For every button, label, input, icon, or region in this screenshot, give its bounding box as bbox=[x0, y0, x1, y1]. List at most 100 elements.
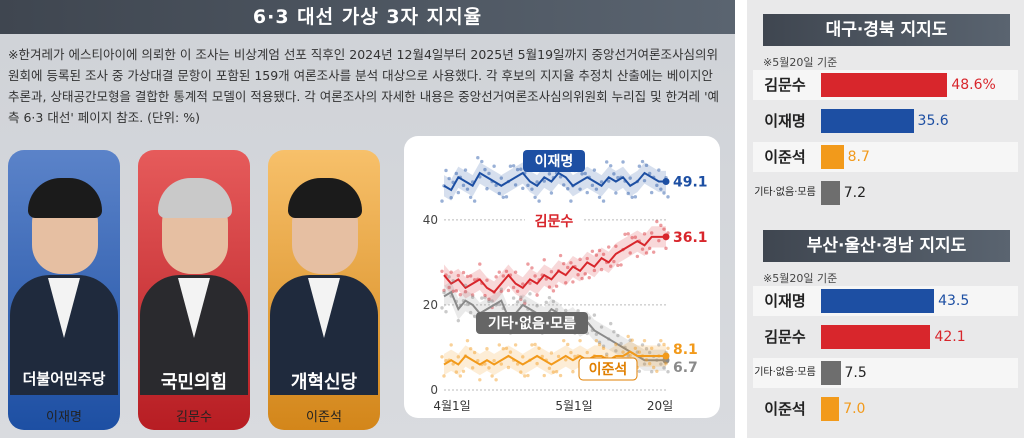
region-bar-label: 이준석 bbox=[764, 400, 806, 418]
poll-point bbox=[619, 263, 623, 267]
poll-point bbox=[628, 176, 632, 180]
series-label-box bbox=[476, 312, 588, 334]
region-bar-label: 김문수 bbox=[764, 76, 806, 94]
candidate-card-kim-moonsoo: 국민의힘 김문수 bbox=[138, 150, 250, 430]
series-end-value: 6.7 bbox=[673, 360, 698, 376]
poll-point bbox=[535, 304, 539, 308]
poll-point bbox=[583, 272, 587, 276]
poll-point bbox=[470, 295, 475, 299]
poll-point bbox=[504, 269, 509, 273]
poll-point bbox=[465, 302, 470, 307]
series-end-value: 49.1 bbox=[673, 175, 708, 191]
poll-point bbox=[542, 258, 546, 262]
region-bar-row: 김문수 48.6% bbox=[753, 70, 1018, 100]
poll-point bbox=[533, 274, 537, 278]
poll-point bbox=[642, 178, 647, 183]
poll-point bbox=[612, 330, 616, 334]
candidate-name: 이준석 bbox=[306, 410, 342, 425]
poll-point bbox=[483, 295, 487, 300]
poll-point bbox=[490, 299, 494, 303]
poll-point bbox=[640, 343, 645, 347]
poll-point bbox=[597, 195, 602, 199]
poll-point bbox=[447, 285, 451, 290]
poll-point bbox=[592, 313, 597, 317]
poll-point bbox=[521, 282, 525, 286]
poll-point bbox=[585, 256, 589, 261]
poll-point bbox=[630, 195, 634, 199]
poll-point bbox=[657, 343, 661, 347]
poll-point bbox=[619, 341, 623, 346]
region-title-busan: 부산·울산·경남 지지도 bbox=[763, 230, 1010, 262]
poll-point bbox=[630, 235, 634, 240]
poll-point bbox=[492, 164, 496, 168]
poll-point bbox=[655, 183, 659, 188]
poll-point bbox=[515, 300, 520, 304]
poll-point bbox=[601, 252, 606, 256]
series-band bbox=[444, 162, 666, 201]
page-title: 6·3 대선 가상 3자 지지율 bbox=[0, 0, 735, 34]
region-bar-label: 이재명 bbox=[764, 112, 806, 130]
poll-point bbox=[642, 232, 647, 236]
poll-point bbox=[528, 281, 532, 285]
poll-point bbox=[535, 293, 539, 297]
poll-point bbox=[616, 333, 620, 338]
poll-point bbox=[573, 354, 577, 359]
poll-point bbox=[609, 164, 613, 168]
poll-point bbox=[562, 261, 566, 266]
poll-point bbox=[621, 350, 625, 354]
poll-point bbox=[609, 321, 613, 326]
poll-point bbox=[562, 183, 566, 187]
poll-point bbox=[499, 289, 503, 293]
poll-point bbox=[499, 176, 503, 180]
poll-point bbox=[519, 167, 523, 171]
poll-point bbox=[508, 350, 513, 354]
poll-point bbox=[633, 235, 638, 239]
region-bar-value: 42.1 bbox=[934, 329, 966, 345]
poll-point bbox=[533, 195, 537, 199]
poll-point bbox=[506, 288, 511, 293]
series-label-box bbox=[523, 150, 585, 172]
poll-point bbox=[576, 273, 580, 277]
poll-point bbox=[456, 190, 461, 195]
poll-point bbox=[599, 325, 604, 329]
poll-point bbox=[526, 373, 530, 378]
poll-point bbox=[594, 187, 599, 191]
poll-point bbox=[664, 361, 668, 366]
poll-point bbox=[472, 350, 477, 355]
poll-point bbox=[465, 274, 470, 279]
poll-point bbox=[444, 358, 448, 363]
poll-point bbox=[542, 179, 546, 183]
poll-point bbox=[637, 369, 642, 373]
x-tick-label: 20일 bbox=[647, 399, 673, 413]
poll-point bbox=[483, 167, 487, 172]
series-end-value: 36.1 bbox=[673, 230, 708, 246]
poll-point bbox=[523, 299, 527, 303]
poll-point bbox=[440, 306, 444, 310]
poll-point bbox=[614, 244, 618, 248]
poll-point bbox=[626, 353, 630, 358]
poll-point bbox=[549, 351, 554, 355]
poll-point bbox=[649, 370, 654, 374]
poll-point bbox=[511, 296, 516, 300]
poll-point bbox=[501, 195, 505, 199]
poll-point bbox=[662, 227, 666, 231]
poll-point bbox=[592, 168, 597, 172]
poll-point bbox=[454, 370, 459, 374]
poll-point bbox=[535, 180, 539, 184]
region-bar bbox=[821, 145, 844, 169]
poll-point bbox=[626, 191, 630, 196]
poll-point bbox=[465, 338, 470, 343]
poll-point bbox=[461, 369, 466, 373]
poll-point bbox=[607, 245, 611, 249]
candidate-hair bbox=[28, 178, 102, 218]
poll-point bbox=[454, 171, 459, 176]
poll-point bbox=[515, 167, 520, 172]
poll-point bbox=[666, 346, 670, 351]
poll-point bbox=[657, 238, 661, 243]
poll-point bbox=[605, 160, 609, 164]
poll-point bbox=[571, 370, 575, 374]
poll-point bbox=[633, 195, 638, 199]
series-end-dot bbox=[662, 352, 670, 360]
poll-point bbox=[664, 246, 668, 251]
poll-point bbox=[442, 288, 446, 293]
